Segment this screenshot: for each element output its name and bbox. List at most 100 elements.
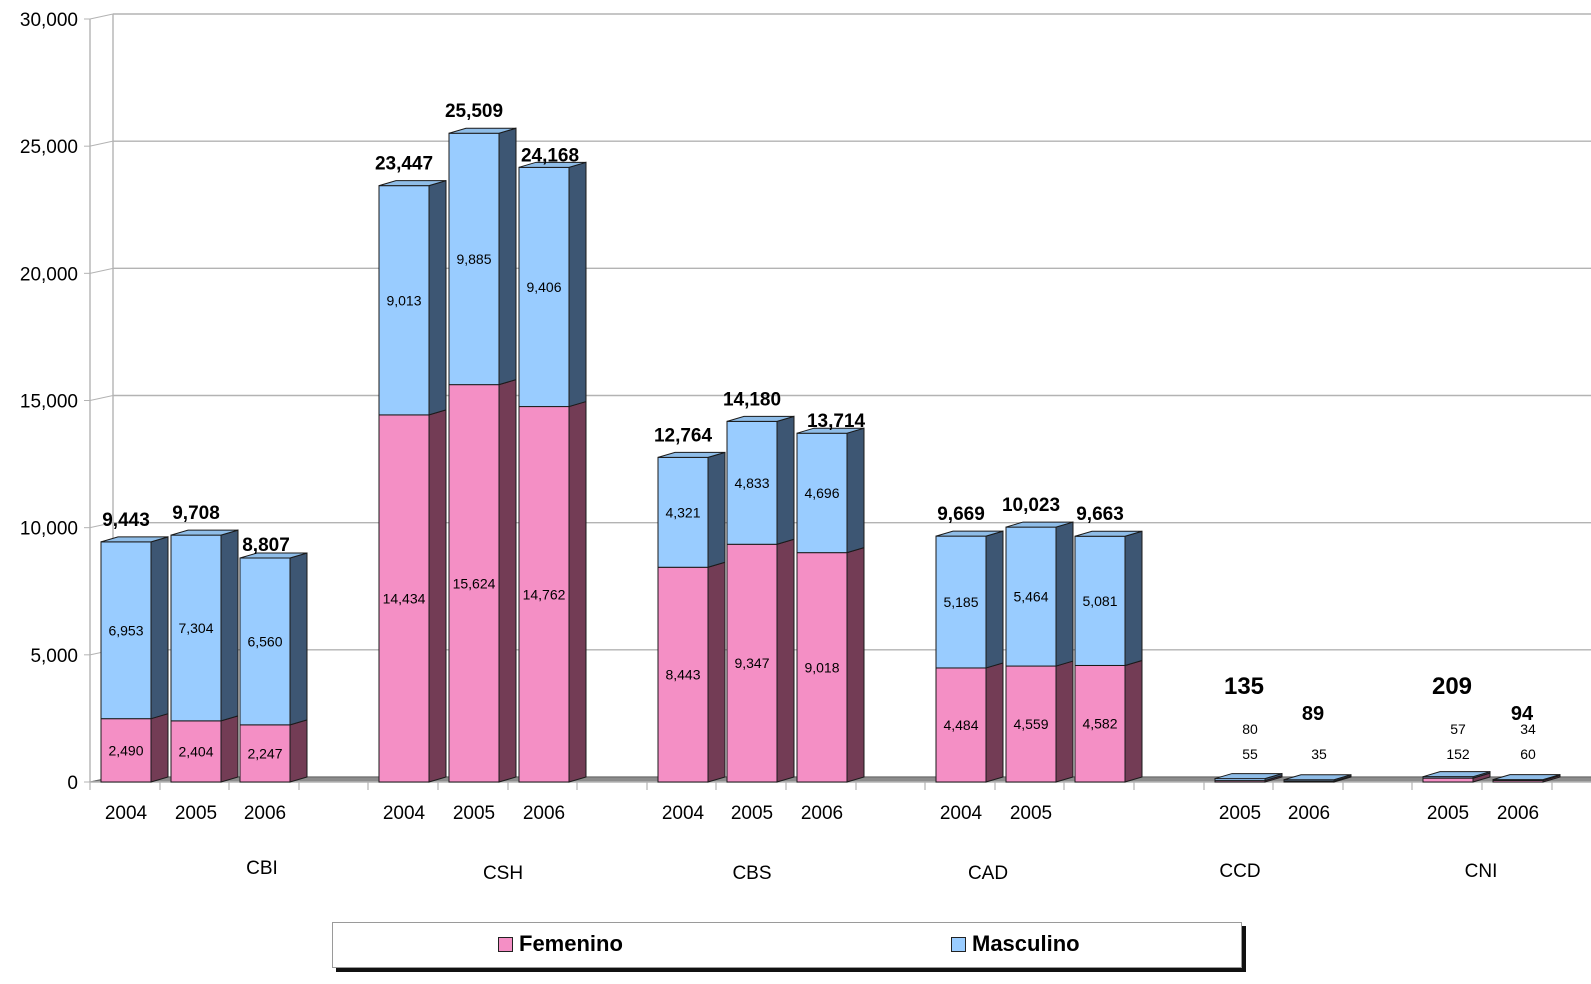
x-tick-label: 2004	[105, 803, 148, 824]
bar-masculino-side	[707, 451, 726, 568]
data-label-masculino: 9,013	[386, 292, 421, 308]
data-label-femenino: 9,347	[734, 655, 769, 671]
category-label: CSH	[483, 863, 523, 884]
bar-masculino-side	[150, 536, 169, 720]
bar-femenino	[100, 718, 152, 783]
x-tick-label: 2005	[175, 803, 217, 824]
y-tick-label: 25,000	[20, 137, 78, 158]
x-tick-label: 2005	[1010, 803, 1052, 824]
data-label-total: 9,663	[1076, 504, 1124, 525]
bar-masculino-side	[498, 127, 517, 386]
bar-top	[239, 552, 308, 559]
bar-femenino	[726, 543, 778, 783]
bar-masculino-side	[846, 427, 865, 554]
data-label-femenino: 4,484	[943, 717, 978, 733]
bar-top	[1005, 521, 1074, 528]
x-tick-label: 2004	[383, 803, 426, 824]
bar-top	[726, 415, 795, 422]
bar-masculino-side	[985, 530, 1004, 669]
data-label-total: 94	[1511, 703, 1534, 725]
legend-label-femenino: Femenino	[519, 931, 623, 956]
data-label-femenino: 152	[1446, 746, 1470, 762]
bar-masculino	[239, 557, 291, 726]
data-label-total: 24,168	[521, 145, 579, 166]
data-label-total: 8,807	[242, 535, 290, 556]
data-label-masculino: 80	[1242, 721, 1258, 737]
bar-femenino-side	[289, 719, 308, 783]
bar-masculino-side	[1055, 521, 1074, 667]
bar-femenino-side	[220, 715, 239, 783]
data-label-total: 23,447	[375, 154, 433, 175]
data-label-masculino: 9,406	[526, 279, 561, 295]
bar-masculino	[1005, 526, 1057, 667]
data-label-masculino: 34	[1520, 721, 1536, 737]
bar-top	[1283, 774, 1352, 781]
data-label-femenino: 35	[1311, 746, 1327, 762]
data-label-masculino: 7,304	[178, 620, 213, 636]
x-tick-label: 2006	[1288, 803, 1330, 824]
data-label-femenino: 14,434	[383, 590, 426, 606]
data-label-total: 13,714	[807, 411, 866, 432]
legend-item-femenino: Femenino	[498, 931, 623, 957]
data-label-femenino: 60	[1520, 746, 1536, 762]
y-tick-label: 10,000	[20, 519, 78, 540]
bar-masculino	[378, 185, 430, 416]
bar-top	[170, 529, 239, 536]
bar-femenino	[239, 724, 291, 783]
bar-top	[1422, 771, 1491, 778]
bar-femenino-side	[707, 561, 726, 783]
category-label: CBI	[246, 858, 278, 879]
bar-femenino	[935, 667, 987, 783]
bar-masculino	[170, 534, 222, 722]
category-label: CNI	[1465, 861, 1498, 882]
bar-femenino	[657, 566, 709, 783]
bar-femenino-side	[568, 400, 587, 783]
bar-masculino-side	[776, 415, 795, 545]
gridline-depth	[89, 13, 114, 20]
bar-top	[1214, 773, 1283, 780]
x-tick-label: 2005	[1427, 803, 1469, 824]
data-label-masculino: 5,464	[1013, 589, 1048, 605]
bar-femenino-side	[150, 713, 169, 783]
data-label-masculino: 9,885	[456, 251, 491, 267]
bar-femenino	[170, 720, 222, 783]
data-label-femenino: 2,490	[108, 742, 143, 758]
data-label-femenino: 14,762	[523, 586, 566, 602]
data-label-total: 12,764	[654, 425, 713, 446]
bar-top	[1492, 774, 1561, 781]
data-label-total: 9,669	[937, 504, 985, 525]
data-label-femenino: 15,624	[453, 575, 496, 591]
bar-femenino-side	[1055, 660, 1074, 783]
bar-top	[448, 127, 517, 134]
data-label-masculino: 57	[1450, 721, 1466, 737]
bar-masculino-side	[1124, 530, 1143, 667]
bar-top	[935, 530, 1004, 537]
bar-masculino	[935, 535, 987, 669]
data-label-femenino: 4,582	[1082, 716, 1117, 732]
bar-femenino	[1074, 664, 1126, 783]
data-label-femenino: 9,018	[804, 659, 839, 675]
bar-top	[518, 161, 587, 168]
bar-masculino-side	[220, 529, 239, 722]
bar-masculino	[518, 166, 570, 408]
bar-femenino-side	[846, 546, 865, 783]
gridline-depth	[89, 395, 114, 401]
bar-masculino	[448, 132, 500, 386]
bar-top	[796, 427, 865, 434]
x-tick-label: 2005	[453, 803, 495, 824]
data-label-masculino: 6,560	[247, 633, 282, 649]
data-label-total: 9,443	[102, 510, 150, 531]
chart-legend: Femenino Masculino	[332, 922, 1242, 968]
bar-femenino	[378, 414, 430, 783]
y-tick-label: 15,000	[20, 392, 78, 413]
data-label-total: 14,180	[723, 389, 781, 410]
data-label-femenino: 2,404	[178, 743, 213, 759]
y-tick-label: 30,000	[20, 10, 78, 31]
bar-masculino	[1074, 535, 1126, 666]
data-label-total: 25,509	[445, 101, 503, 122]
data-label-masculino: 4,696	[804, 485, 839, 501]
legend-item-masculino: Masculino	[951, 931, 1080, 957]
data-label-femenino: 8,443	[665, 667, 700, 683]
category-label: CAD	[968, 863, 1008, 884]
data-label-femenino: 4,559	[1013, 716, 1048, 732]
